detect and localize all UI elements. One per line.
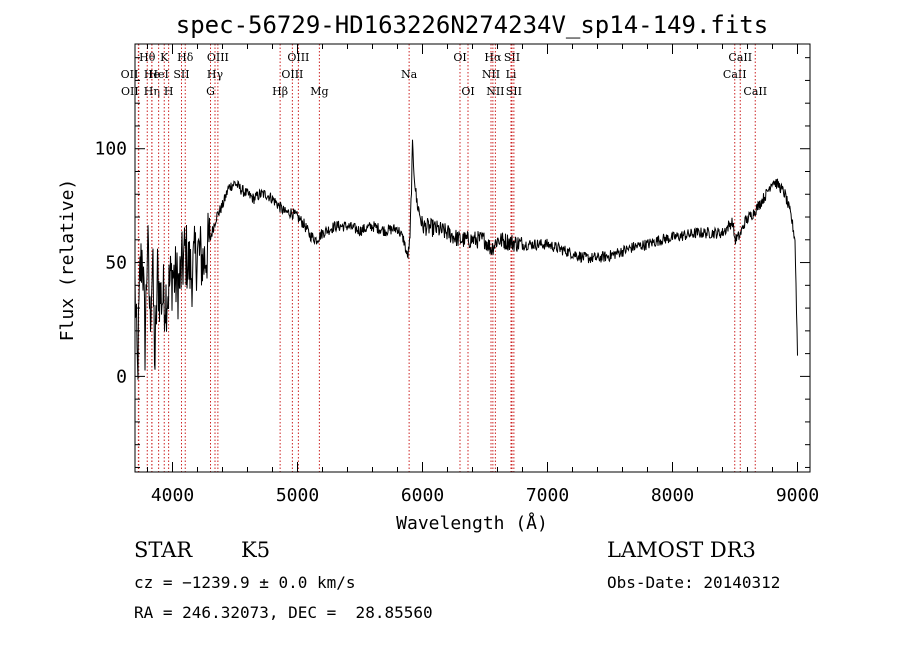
y-tick-label: 0 <box>116 366 127 387</box>
spectral-line-label: CaII <box>723 68 747 81</box>
spectrum-line <box>134 139 798 380</box>
y-tick-label: 50 <box>105 253 127 274</box>
spectral-line-label: Hγ <box>207 68 224 81</box>
spectral-line-label: Hα <box>484 51 502 64</box>
spectral-line-label: H <box>164 85 174 98</box>
spectral-line-label: NII <box>486 85 504 98</box>
spectral-line-label: Hη <box>144 85 160 98</box>
spectral-line-label: HeI <box>148 68 168 81</box>
ra-dec-line: RA = 246.32073, DEC = 28.85560 <box>134 603 433 622</box>
y-axis-label: Flux (relative) <box>57 179 78 342</box>
spectral-line-label: Hβ <box>272 85 288 98</box>
object-subclass: K5 <box>241 538 271 562</box>
spectral-line-label: CaII <box>743 85 767 98</box>
axes: 4000 5000 6000 7000 8000 9000 0 50 100 <box>94 44 819 506</box>
spectral-line-label: Mg <box>310 85 328 98</box>
chart-title: spec-56729-HD163226N274234V_sp14-149.fit… <box>176 11 768 39</box>
spectral-line-label: NII <box>482 68 500 81</box>
survey-name: LAMOST DR3 <box>607 538 756 562</box>
spectral-line-label: OIII <box>287 51 309 64</box>
spectral-line-label: Li <box>506 68 517 81</box>
spectral-line-label: OIII <box>207 51 229 64</box>
x-tick-label: 5000 <box>276 485 319 506</box>
x-tick-label: 6000 <box>401 485 444 506</box>
x-tick-label: 4000 <box>151 485 194 506</box>
spectral-line-label: SII <box>506 85 522 98</box>
y-tick-label: 100 <box>94 139 127 160</box>
spectral-line-label: SII <box>173 68 189 81</box>
spectral-line-label: Na <box>401 68 418 81</box>
x-tick-label: 7000 <box>526 485 569 506</box>
spectral-line-label: Hδ <box>177 51 194 64</box>
spectral-line-label: OII <box>121 68 139 81</box>
spectral-line-label: G <box>206 85 215 98</box>
spectrum-series <box>134 139 798 380</box>
redshift-line: cz = −1239.9 ± 0.0 km/s <box>134 573 356 592</box>
plot-frame <box>134 43 811 473</box>
x-tick-label: 9000 <box>776 485 819 506</box>
spectral-line-label: OII <box>121 85 139 98</box>
spectral-line-label: K <box>160 51 169 64</box>
x-tick-label: 8000 <box>651 485 694 506</box>
object-class: STAR <box>134 538 193 562</box>
spectral-line-label: SII <box>504 51 520 64</box>
x-axis-label: Wavelength (Å) <box>396 512 548 534</box>
spectral-line-label: CaII <box>728 51 752 64</box>
spectral-line-label: OI <box>453 51 466 64</box>
spectral-line-label: OI <box>461 85 474 98</box>
spectral-line-label: OIII <box>281 68 303 81</box>
spectral-line-label: He <box>144 68 160 81</box>
obs-date: Obs-Date: 20140312 <box>607 573 781 592</box>
spectral-line-label: Hθ <box>139 51 156 64</box>
